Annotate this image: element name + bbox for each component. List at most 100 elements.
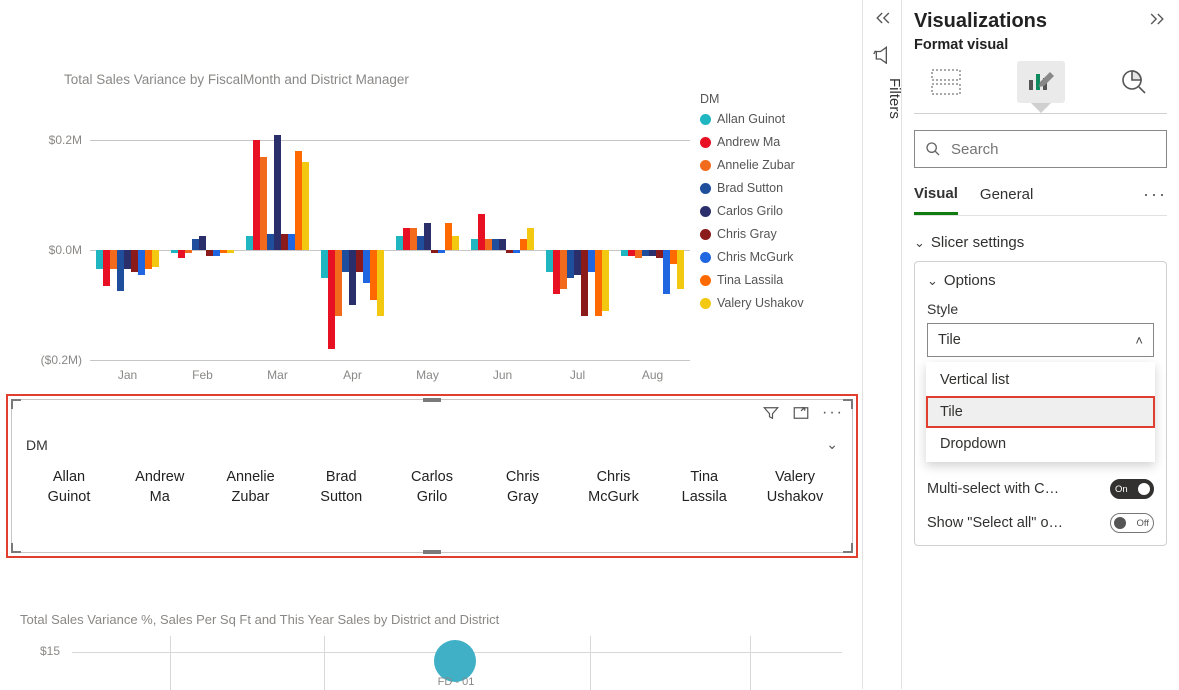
bar[interactable] bbox=[138, 250, 145, 275]
bar[interactable] bbox=[553, 250, 560, 294]
bar[interactable] bbox=[246, 236, 253, 250]
build-visual-tab[interactable] bbox=[922, 61, 970, 103]
bar[interactable] bbox=[438, 250, 445, 253]
bar[interactable] bbox=[471, 239, 478, 250]
collapse-filters-icon[interactable] bbox=[863, 0, 903, 36]
legend-item[interactable]: Allan Guinot bbox=[700, 112, 804, 126]
tabs-more-icon[interactable]: ··· bbox=[1143, 184, 1167, 215]
bar[interactable] bbox=[588, 250, 595, 272]
bar[interactable] bbox=[628, 250, 635, 256]
legend-item[interactable]: Brad Sutton bbox=[700, 181, 804, 195]
resize-handle-br[interactable] bbox=[843, 543, 853, 553]
bar[interactable] bbox=[281, 234, 288, 251]
bar[interactable] bbox=[546, 250, 553, 272]
bar[interactable] bbox=[199, 236, 206, 250]
slicer-item[interactable]: AnnelieZubar bbox=[208, 468, 294, 507]
legend-item[interactable]: Chris Gray bbox=[700, 227, 804, 241]
slicer-item[interactable]: ChrisGray bbox=[480, 468, 566, 507]
multiselect-toggle[interactable]: On bbox=[1110, 479, 1154, 499]
bar[interactable] bbox=[288, 234, 295, 251]
legend-item[interactable]: Andrew Ma bbox=[700, 135, 804, 149]
bar[interactable] bbox=[663, 250, 670, 294]
bar[interactable] bbox=[117, 250, 124, 291]
bar[interactable] bbox=[96, 250, 103, 269]
bar[interactable] bbox=[513, 250, 520, 253]
bar[interactable] bbox=[396, 236, 403, 250]
bar[interactable] bbox=[302, 162, 309, 250]
slicer-visual[interactable]: ··· DM ⌄ AllanGuinotAndrewMaAnnelieZubar… bbox=[11, 399, 853, 553]
bar[interactable] bbox=[328, 250, 335, 349]
bar[interactable] bbox=[520, 239, 527, 250]
bar[interactable] bbox=[635, 250, 642, 258]
bar[interactable] bbox=[649, 250, 656, 256]
bar[interactable] bbox=[253, 140, 260, 250]
slicer-item[interactable]: AllanGuinot bbox=[26, 468, 112, 507]
bar[interactable] bbox=[206, 250, 213, 256]
dropdown-option[interactable]: Tile bbox=[926, 396, 1155, 428]
bar[interactable] bbox=[527, 228, 534, 250]
bar[interactable] bbox=[478, 214, 485, 250]
legend-item[interactable]: Carlos Grilo bbox=[700, 204, 804, 218]
bar[interactable] bbox=[110, 250, 117, 269]
section-options[interactable]: ⌄ Options bbox=[927, 272, 1154, 289]
bar[interactable] bbox=[192, 239, 199, 250]
bar[interactable] bbox=[171, 250, 178, 253]
bar[interactable] bbox=[656, 250, 663, 258]
resize-handle-tl[interactable] bbox=[11, 399, 21, 409]
bar[interactable] bbox=[363, 250, 370, 283]
bar[interactable] bbox=[227, 250, 234, 253]
bar[interactable] bbox=[445, 223, 452, 251]
resize-handle-tr[interactable] bbox=[843, 399, 853, 409]
bar[interactable] bbox=[642, 250, 649, 256]
bar[interactable] bbox=[349, 250, 356, 305]
bar[interactable] bbox=[403, 228, 410, 250]
slicer-item[interactable]: AndrewMa bbox=[117, 468, 203, 507]
format-visual-tab[interactable] bbox=[1017, 61, 1065, 103]
bar[interactable] bbox=[621, 250, 628, 256]
resize-handle-bottom[interactable] bbox=[423, 550, 441, 554]
slicer-item[interactable]: BradSutton bbox=[298, 468, 384, 507]
resize-handle-top[interactable] bbox=[423, 398, 441, 402]
bar[interactable] bbox=[485, 239, 492, 250]
bar[interactable] bbox=[452, 236, 459, 250]
analytics-tab[interactable] bbox=[1111, 61, 1159, 103]
tab-general[interactable]: General bbox=[980, 186, 1033, 213]
slicer-item[interactable]: ChrisMcGurk bbox=[571, 468, 657, 507]
bar[interactable] bbox=[560, 250, 567, 289]
slicer-item[interactable]: CarlosGrilo bbox=[389, 468, 475, 507]
bar[interactable] bbox=[178, 250, 185, 258]
bar[interactable] bbox=[431, 250, 438, 253]
legend-item[interactable]: Annelie Zubar bbox=[700, 158, 804, 172]
bar[interactable] bbox=[335, 250, 342, 316]
bar[interactable] bbox=[152, 250, 159, 267]
section-slicer-settings[interactable]: ⌄ Slicer settings bbox=[914, 234, 1167, 251]
bar[interactable] bbox=[145, 250, 152, 269]
bar[interactable] bbox=[260, 157, 267, 251]
dropdown-option[interactable]: Vertical list bbox=[926, 364, 1155, 396]
bar[interactable] bbox=[370, 250, 377, 300]
bar[interactable] bbox=[506, 250, 513, 253]
bar[interactable] bbox=[670, 250, 677, 264]
bar[interactable] bbox=[274, 135, 281, 251]
bar[interactable] bbox=[295, 151, 302, 250]
bar[interactable] bbox=[220, 250, 227, 253]
bar[interactable] bbox=[574, 250, 581, 275]
bar[interactable] bbox=[377, 250, 384, 316]
bar[interactable] bbox=[417, 236, 424, 250]
selectall-toggle[interactable]: Off bbox=[1110, 513, 1154, 533]
dropdown-option[interactable]: Dropdown bbox=[926, 428, 1155, 460]
bar[interactable] bbox=[103, 250, 110, 286]
bar[interactable] bbox=[356, 250, 363, 272]
legend-item[interactable]: Tina Lassila bbox=[700, 273, 804, 287]
bar[interactable] bbox=[581, 250, 588, 316]
chevron-down-icon[interactable]: ⌄ bbox=[826, 436, 838, 453]
filters-label[interactable]: Filters bbox=[863, 78, 903, 119]
filter-icon[interactable] bbox=[762, 404, 780, 422]
more-options-icon[interactable]: ··· bbox=[822, 404, 844, 422]
format-search-input[interactable] bbox=[949, 140, 1156, 159]
bar[interactable] bbox=[213, 250, 220, 256]
focus-mode-icon[interactable] bbox=[792, 404, 810, 422]
slicer-header[interactable]: DM ⌄ bbox=[26, 436, 838, 453]
tab-visual[interactable]: Visual bbox=[914, 185, 958, 215]
bar[interactable] bbox=[267, 234, 274, 251]
